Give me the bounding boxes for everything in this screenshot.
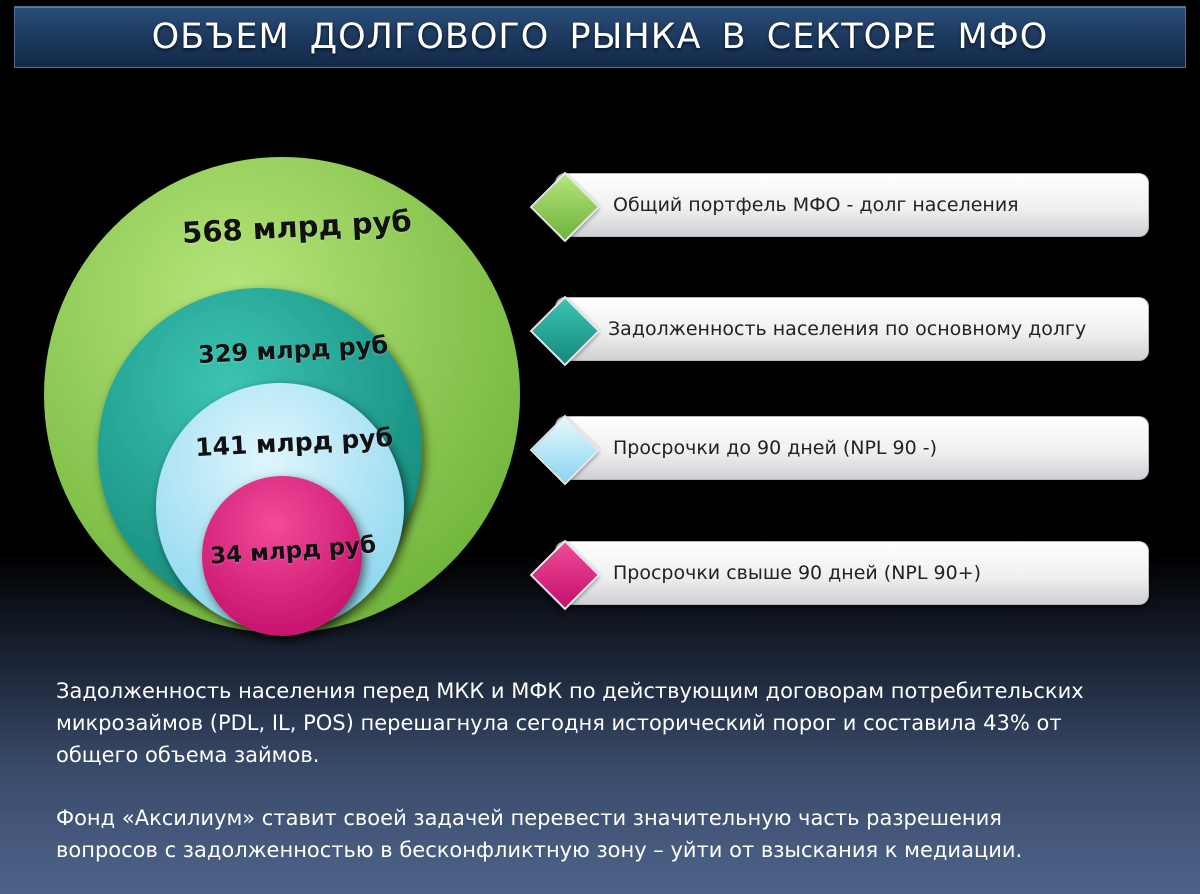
legend-item-npl90-minus: Просрочки до 90 дней (NPL 90 -) <box>555 416 1149 480</box>
page-title: ОБЪЕМ ДОЛГОВОГО РЫНКА В СЕКТОРЕ МФО <box>151 17 1049 57</box>
ring-circle-npl90-plus <box>202 476 362 636</box>
legend-label-npl90-minus: Просрочки до 90 дней (NPL 90 -) <box>613 437 938 459</box>
legend-item-total: Общий портфель МФО - долг населения <box>555 173 1149 237</box>
paragraph-fund-mission: Фонд «Аксилиум» ставит своей задачей пер… <box>56 806 1023 862</box>
title-bar: ОБЪЕМ ДОЛГОВОГО РЫНКА В СЕКТОРЕ МФО <box>14 6 1186 68</box>
nested-circles-diagram <box>44 157 520 636</box>
legend-label-total: Общий портфель МФО - долг населения <box>613 194 1019 216</box>
legend-label-principal: Задолженность населения по основному дол… <box>608 318 1087 340</box>
legend-label-npl90-plus: Просрочки свыше 90 дней (NPL 90+) <box>613 562 982 584</box>
paragraph-debt-summary: Задолженность населения перед МКК и МФК … <box>56 679 1084 767</box>
legend-item-principal: Задолженность населения по основному дол… <box>555 297 1149 361</box>
legend-item-npl90-plus: Просрочки свыше 90 дней (NPL 90+) <box>555 541 1149 605</box>
